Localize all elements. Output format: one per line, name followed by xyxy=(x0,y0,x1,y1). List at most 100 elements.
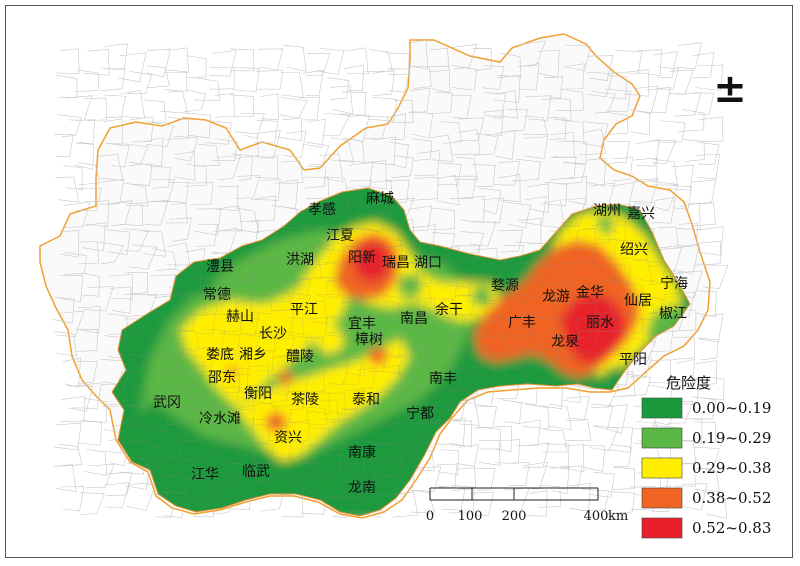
county-boundary xyxy=(557,350,576,370)
county-boundary xyxy=(587,55,614,81)
county-boundary xyxy=(124,182,149,207)
county-boundary xyxy=(606,75,627,99)
county-boundary xyxy=(286,351,310,372)
county-boundary xyxy=(173,151,196,181)
city-label: 资兴 xyxy=(274,430,302,446)
county-boundary xyxy=(146,446,169,465)
county-boundary xyxy=(271,244,294,264)
county-boundary xyxy=(564,44,591,72)
county-boundary xyxy=(511,158,541,182)
county-boundary xyxy=(591,425,615,446)
county-boundary xyxy=(467,335,491,359)
county-boundary xyxy=(57,275,84,303)
legend-label: 0.38~0.52 xyxy=(692,489,771,507)
county-boundary xyxy=(503,347,528,370)
county-boundary xyxy=(221,462,242,485)
county-boundary xyxy=(542,327,562,350)
city-label: 宁海 xyxy=(660,275,688,292)
county-boundary xyxy=(106,143,130,168)
county-boundary xyxy=(558,262,577,282)
county-boundary xyxy=(122,495,144,516)
county-boundary xyxy=(410,466,442,492)
county-boundary xyxy=(165,116,189,140)
city-label: 嘉兴 xyxy=(627,206,655,222)
county-boundary xyxy=(235,390,256,411)
county-boundary xyxy=(412,345,430,367)
county-boundary xyxy=(117,52,147,83)
county-boundary xyxy=(507,316,527,339)
county-boundary xyxy=(578,423,598,446)
county-boundary xyxy=(271,291,291,312)
county-boundary xyxy=(687,396,717,420)
county-boundary xyxy=(358,472,376,493)
county-boundary xyxy=(184,354,204,377)
county-boundary xyxy=(645,295,668,314)
county-boundary xyxy=(83,49,110,76)
county-boundary xyxy=(625,283,643,302)
county-boundary xyxy=(247,364,269,388)
county-boundary xyxy=(196,314,215,334)
county-boundary xyxy=(112,475,129,495)
county-boundary xyxy=(126,352,145,374)
county-boundary xyxy=(147,335,167,357)
county-boundary xyxy=(195,223,218,247)
county-boundary xyxy=(519,363,541,386)
county-boundary xyxy=(276,114,303,142)
county-boundary xyxy=(595,264,617,286)
city-label: 椒江 xyxy=(659,306,687,322)
county-boundary xyxy=(519,461,549,490)
county-boundary xyxy=(591,90,616,114)
county-boundary xyxy=(549,156,577,181)
county-boundary xyxy=(520,399,541,423)
county-boundary xyxy=(288,391,306,410)
city-label: 泰和 xyxy=(352,392,380,408)
county-boundary xyxy=(438,162,462,186)
county-boundary xyxy=(490,351,507,373)
county-boundary xyxy=(437,449,459,475)
county-boundary xyxy=(165,47,189,74)
county-boundary xyxy=(301,261,323,280)
county-boundary xyxy=(320,495,342,516)
county-boundary xyxy=(574,317,597,338)
county-boundary xyxy=(112,514,124,516)
county-boundary xyxy=(337,424,361,443)
county-boundary xyxy=(410,138,432,161)
county-boundary xyxy=(676,202,701,230)
county-boundary xyxy=(231,131,259,157)
city-label: 孝感 xyxy=(308,201,336,218)
county-boundary xyxy=(631,241,649,261)
county-boundary xyxy=(157,316,181,337)
county-boundary xyxy=(254,349,274,372)
city-label: 宜丰 xyxy=(348,316,376,332)
city-label: 麻城 xyxy=(366,191,394,207)
county-boundary xyxy=(446,313,466,336)
county-boundary xyxy=(610,220,626,241)
county-boundary xyxy=(272,337,296,358)
county-boundary xyxy=(175,311,195,331)
county-boundary xyxy=(270,374,290,396)
county-boundary xyxy=(129,244,158,270)
county-boundary xyxy=(56,74,78,98)
county-boundary xyxy=(691,51,715,79)
county-boundary xyxy=(437,510,454,516)
county-boundary xyxy=(500,399,522,424)
county-boundary xyxy=(440,121,462,144)
county-boundary xyxy=(191,347,212,367)
county-boundary xyxy=(201,436,222,456)
county-boundary xyxy=(649,140,677,164)
county-boundary xyxy=(217,333,241,352)
county-boundary xyxy=(589,425,619,452)
county-boundary xyxy=(659,120,686,143)
county-boundary xyxy=(260,93,279,121)
county-boundary xyxy=(378,259,396,279)
county-boundary xyxy=(433,350,453,375)
county-boundary xyxy=(100,68,126,92)
county-boundary xyxy=(646,265,666,286)
county-boundary xyxy=(591,223,611,244)
county-boundary xyxy=(312,208,330,228)
city-label: 丽水 xyxy=(586,315,614,331)
county-boundary xyxy=(559,404,582,427)
city-label: 南丰 xyxy=(429,371,457,387)
county-boundary xyxy=(255,383,274,405)
